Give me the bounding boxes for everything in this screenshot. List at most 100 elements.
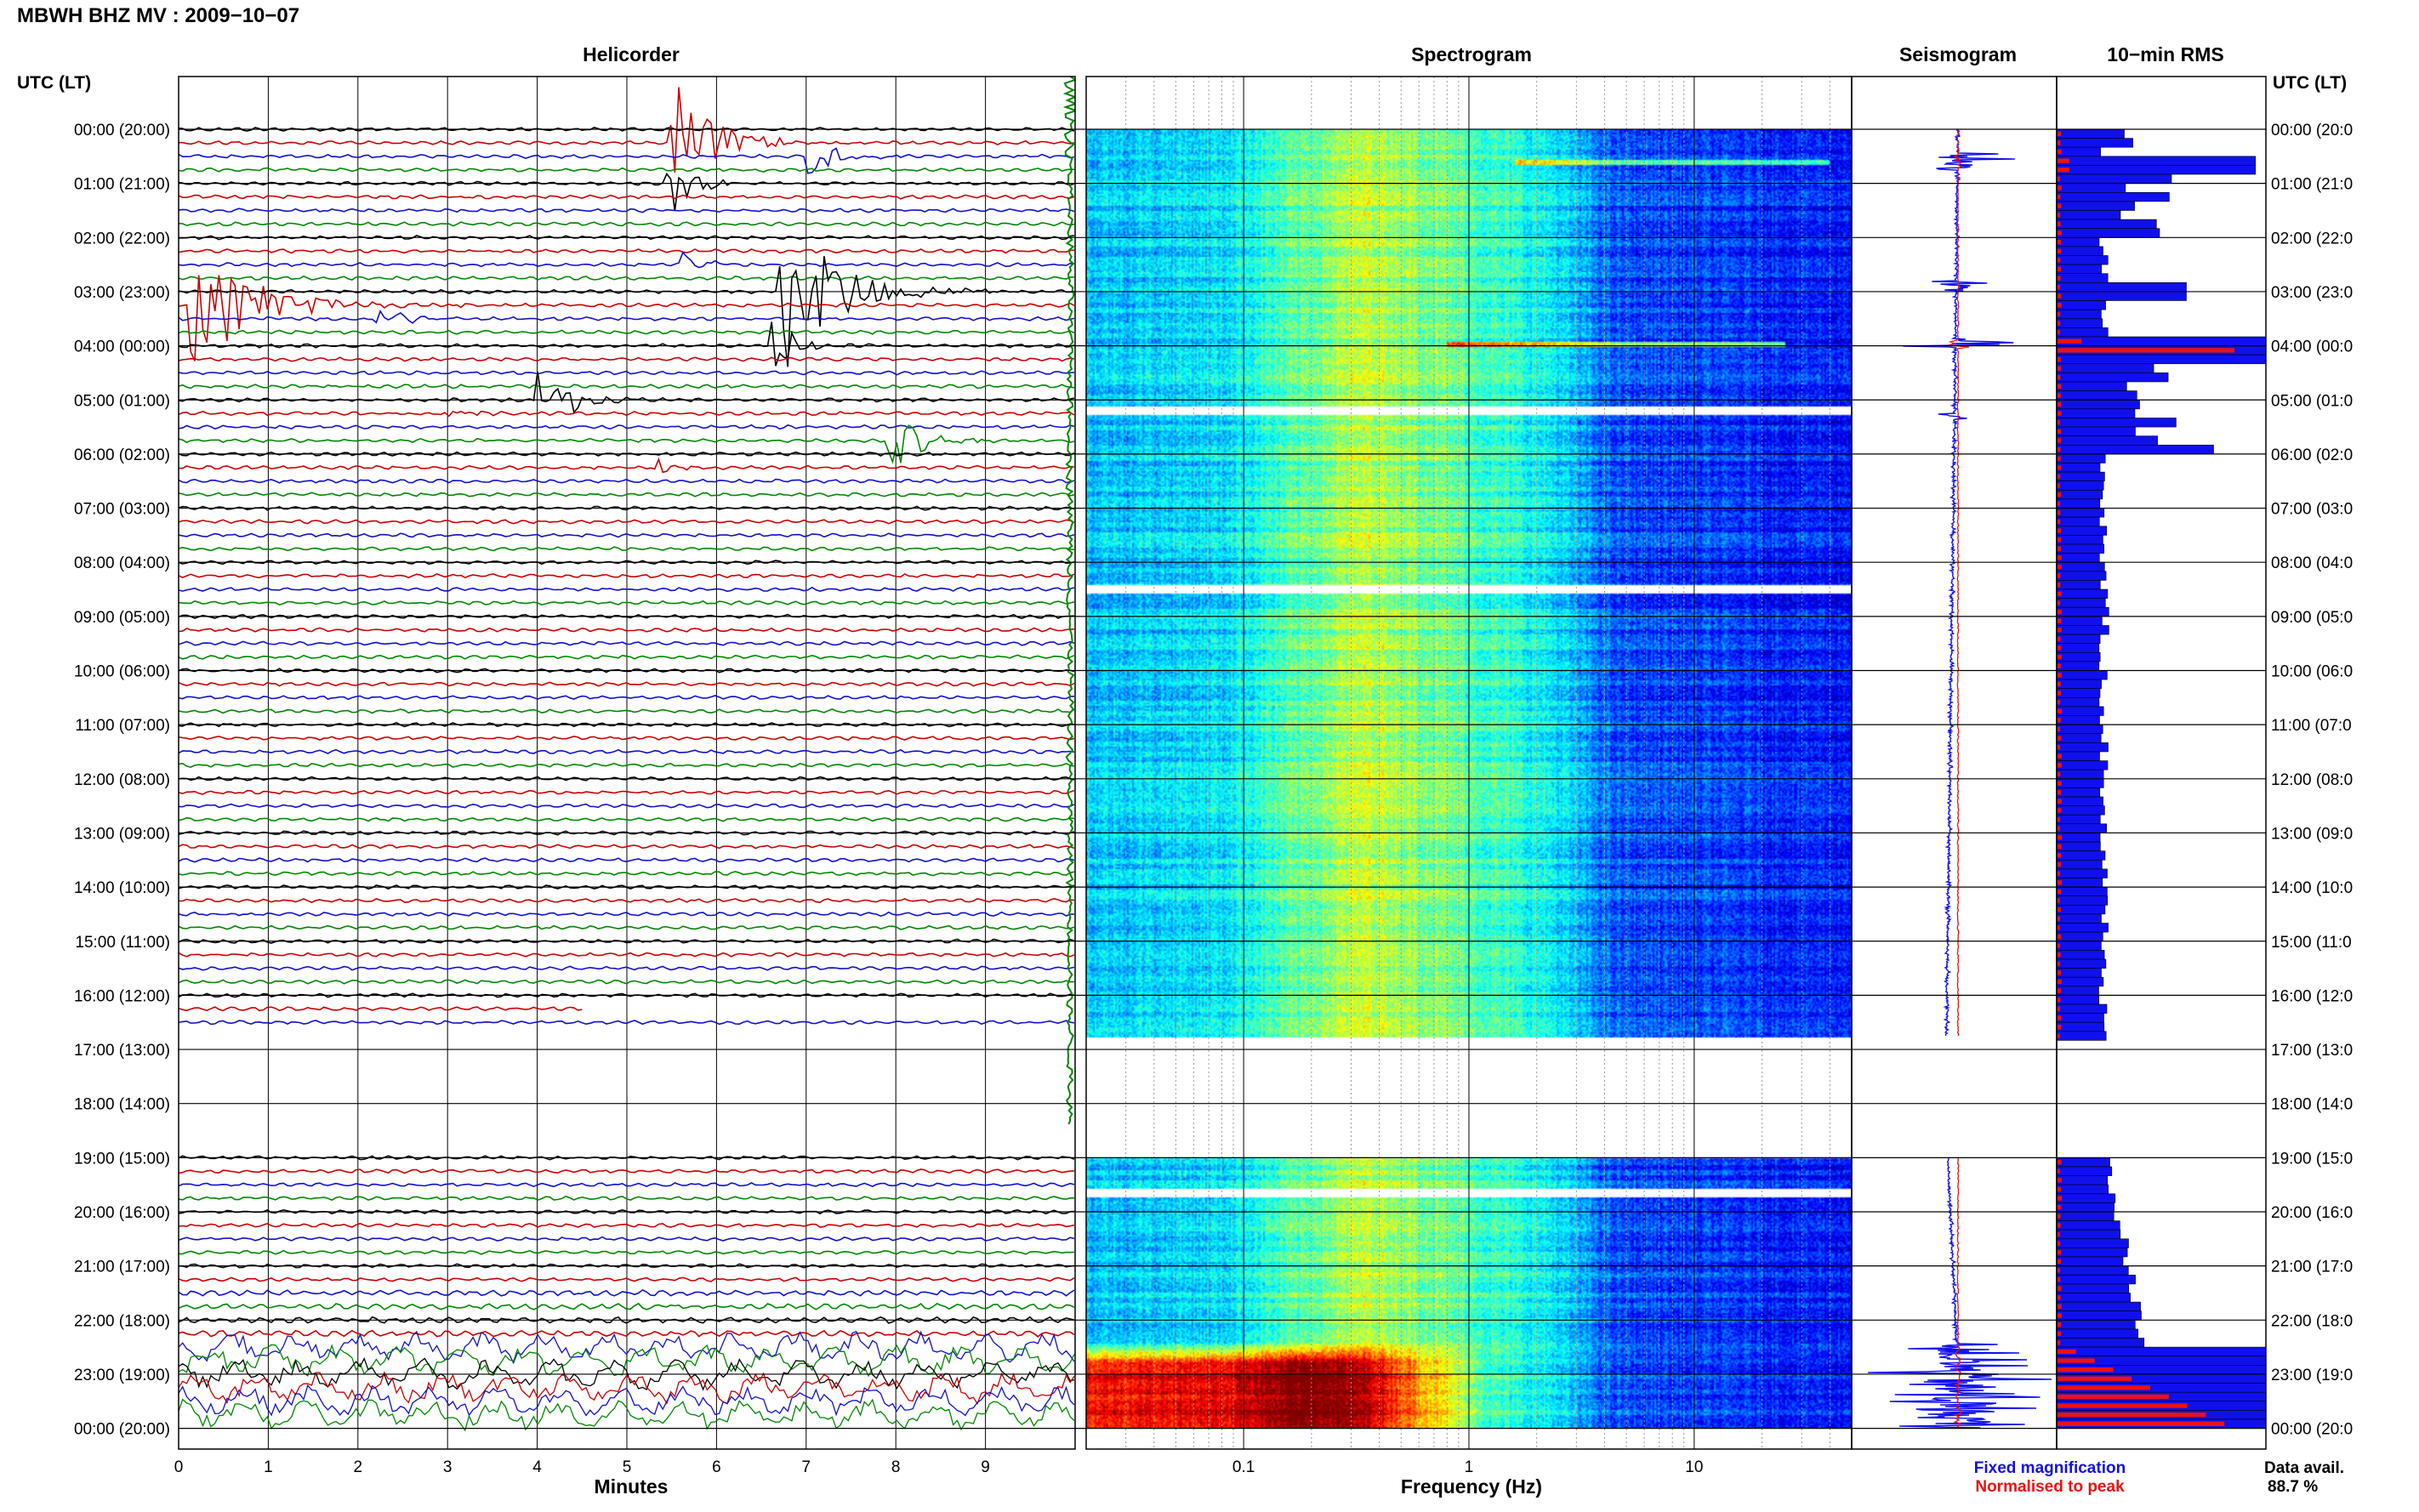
rms-bar-normalised (2057, 519, 2061, 525)
rms-bar-normalised (2057, 1214, 2061, 1219)
rms-bar-fixed (2056, 1275, 2136, 1285)
spectrogram-title: Spectrogram (1411, 43, 1532, 65)
rms-bar-fixed (2056, 173, 2172, 184)
helicorder-trace-line (179, 654, 1075, 660)
helicorder-trace-line (179, 370, 1074, 376)
rms-bar-fixed (2056, 706, 2104, 716)
seismogram-fixed-trace (1903, 128, 2015, 1036)
helicorder-trace-line (179, 356, 1075, 362)
time-label-left: 17:00 (13:00) (74, 1042, 170, 1060)
helicorder-trace-line (179, 736, 1075, 742)
helicorder-trace-line (179, 965, 1075, 971)
rms-bar-fixed (2056, 1193, 2116, 1203)
rms-bar-normalised (2057, 790, 2062, 795)
rms-bar-fixed (2056, 553, 2100, 563)
time-axis-right: 00:00 (20:0 01:00 (21:0 02:00 (22:0 03:00 (… (2271, 122, 2353, 1439)
time-label-left: 11:00 (07:00) (75, 717, 170, 735)
rms-bar-normalised (2057, 537, 2062, 543)
rms-bar-fixed (2056, 733, 2102, 743)
rms-bar-fixed (2056, 1320, 2136, 1330)
helicorder-x-tick-label: 3 (443, 1458, 452, 1476)
rms-bar-fixed (2056, 399, 2140, 410)
helicorder-trace-line (179, 207, 1075, 213)
hour-lines (179, 128, 2266, 1430)
helicorder-trace-line (179, 235, 1075, 241)
helicorder-trace-line (179, 627, 1074, 633)
rms-bar-normalised (2057, 925, 2060, 930)
rms-bar-fixed (2056, 281, 2187, 293)
helicorder-trace-line (179, 1020, 1075, 1026)
rms-bar-normalised (2057, 528, 2061, 533)
rms-bar-normalised (2057, 645, 2062, 651)
time-label-left: 20:00 (16:00) (74, 1204, 170, 1222)
rms-bar-normalised (2057, 311, 2061, 317)
rms-bar-normalised (2057, 1286, 2062, 1291)
rms-bar-fixed (2056, 236, 2100, 247)
time-label-right: 02:00 (22:0 (2271, 230, 2353, 247)
rms-bar-normalised (2057, 438, 2062, 443)
rms-bar-fixed (2056, 580, 2101, 590)
rms-bar-normalised (2057, 1358, 2095, 1363)
rms-bar-normalised (2057, 248, 2062, 253)
helicorder-trace-line (179, 275, 1075, 361)
time-label-right: 09:00 (05:0 (2271, 609, 2353, 627)
helicorder-x-tick-label: 5 (623, 1458, 632, 1476)
rms-bar-normalised (2057, 185, 2062, 190)
rms-bar-normalised (2057, 258, 2061, 263)
helicorder-trace-line (179, 256, 1075, 367)
helicorder-grid (178, 77, 1076, 1449)
rms-bar-fixed (2056, 895, 2109, 906)
rms-bar-fixed (2056, 1013, 2104, 1023)
time-label-left: 08:00 (04:00) (74, 554, 170, 572)
rms-bar-fixed (2056, 228, 2160, 238)
time-label-right: 22:00 (18:0 (2271, 1312, 2353, 1330)
rms-bar-fixed (2056, 769, 2104, 780)
rms-bar-fixed (2056, 408, 2136, 418)
rms-bar-normalised (2057, 393, 2061, 398)
rms-bar-normalised (2057, 1006, 2060, 1011)
rms-bar-normalised (2057, 266, 2061, 272)
legend-normalised-to-peak: Normalised to peak (1975, 1478, 2125, 1496)
time-label-left: 02:00 (22:00) (74, 230, 170, 247)
rms-bar-fixed (2056, 643, 2100, 653)
rms-bar-fixed (2056, 543, 2105, 554)
rms-bar-normalised (2057, 149, 2062, 155)
rms-bar-normalised (2057, 943, 2060, 948)
rms-bar-normalised (2057, 1186, 2062, 1192)
rms-bar-normalised (2057, 411, 2062, 416)
helicorder-trace-line (179, 560, 1075, 566)
helicorder-trace-line (179, 478, 1075, 484)
helicorder-trace-line (179, 952, 1075, 958)
rms-bar-fixed (2056, 480, 2104, 491)
helicorder-trace-line (179, 1222, 1075, 1228)
rms-bar-normalised (2057, 356, 2061, 362)
rms-bar-fixed (2056, 670, 2108, 680)
time-label-right: 11:00 (07:0 (2271, 717, 2352, 735)
rms-bar-fixed (2056, 805, 2105, 816)
helicorder-traces (179, 77, 1075, 1432)
rms-bar-normalised (2057, 483, 2060, 488)
rms-bar-normalised (2057, 934, 2062, 940)
helicorder-trace-line (179, 172, 1075, 212)
rms-bar-normalised (2057, 1250, 2062, 1255)
helicorder-trace-line (179, 87, 1075, 173)
rms-bar-fixed (2056, 291, 2187, 301)
rms-bar-normalised (2057, 799, 2062, 804)
legend-fixed-magnification: Fixed magnification (1974, 1459, 2126, 1477)
helicorder-trace-line (179, 803, 1075, 809)
rms-bar-normalised (2057, 618, 2062, 623)
time-label-left: 09:00 (05:00) (74, 609, 170, 627)
rms-bar-normalised (2057, 338, 2082, 344)
rms-bar-normalised (2057, 1196, 2063, 1201)
helicorder-x-tick-label: 7 (802, 1458, 811, 1476)
rms-bar-fixed (2056, 1229, 2121, 1240)
spectrogram-x-ticks: 0.1 1 10 (1232, 1458, 1704, 1476)
rms-bar-fixed (2056, 426, 2136, 437)
rms-bar-normalised (2057, 628, 2062, 633)
helicorder-trace-line (179, 221, 1075, 227)
rms-bar-fixed (2056, 976, 2104, 987)
rms-bar-normalised (2057, 970, 2061, 975)
rms-bar-normalised (2057, 158, 2069, 163)
panel-frames (178, 76, 2267, 1450)
rms-bar-normalised (2057, 1331, 2062, 1336)
